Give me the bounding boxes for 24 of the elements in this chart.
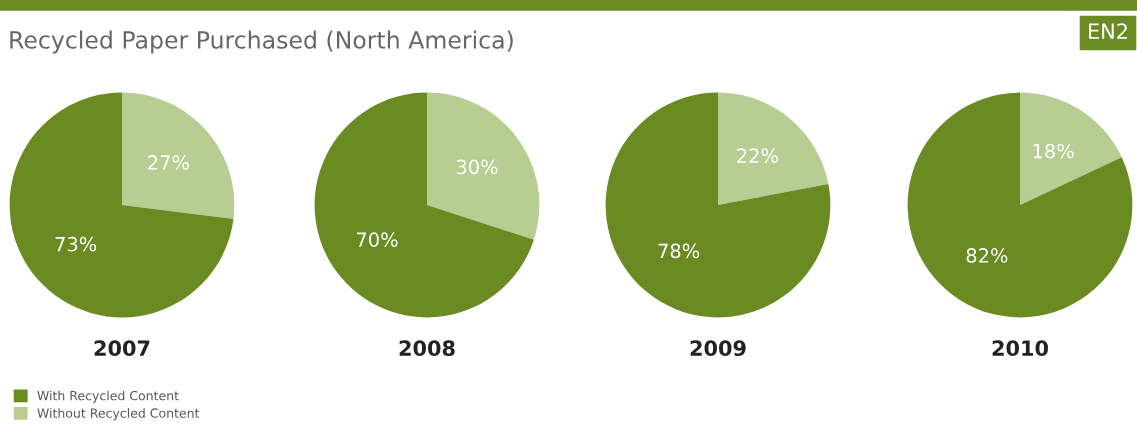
chart-title: Recycled Paper Purchased (North America)	[10, 30, 513, 54]
data-label: 70%	[356, 232, 398, 247]
pie-slice	[122, 92, 235, 220]
data-label: 27%	[148, 155, 189, 170]
data-label: 82%	[966, 248, 1008, 263]
data-label: 78%	[658, 243, 700, 259]
data-label: 30%	[456, 159, 498, 175]
text: 2007	[94, 340, 150, 357]
text: 2008	[399, 340, 455, 357]
legend-label: With Recycled Content	[37, 390, 179, 403]
pie-slice	[9, 92, 234, 318]
pie-slice	[718, 92, 829, 205]
data-label: 18%	[1033, 143, 1074, 159]
pie-slice	[427, 92, 540, 240]
text: EN2	[1089, 23, 1127, 39]
legend-label: Without Recycled Content	[37, 408, 200, 421]
pie-slice	[1020, 92, 1122, 205]
text: 2010	[992, 340, 1048, 357]
data-label: 73%	[55, 236, 97, 252]
pie-slice	[605, 92, 831, 318]
data-label: 22%	[737, 148, 778, 164]
pie-slice	[907, 92, 1133, 318]
pie-slice	[314, 92, 534, 318]
text: 2009	[690, 340, 746, 357]
